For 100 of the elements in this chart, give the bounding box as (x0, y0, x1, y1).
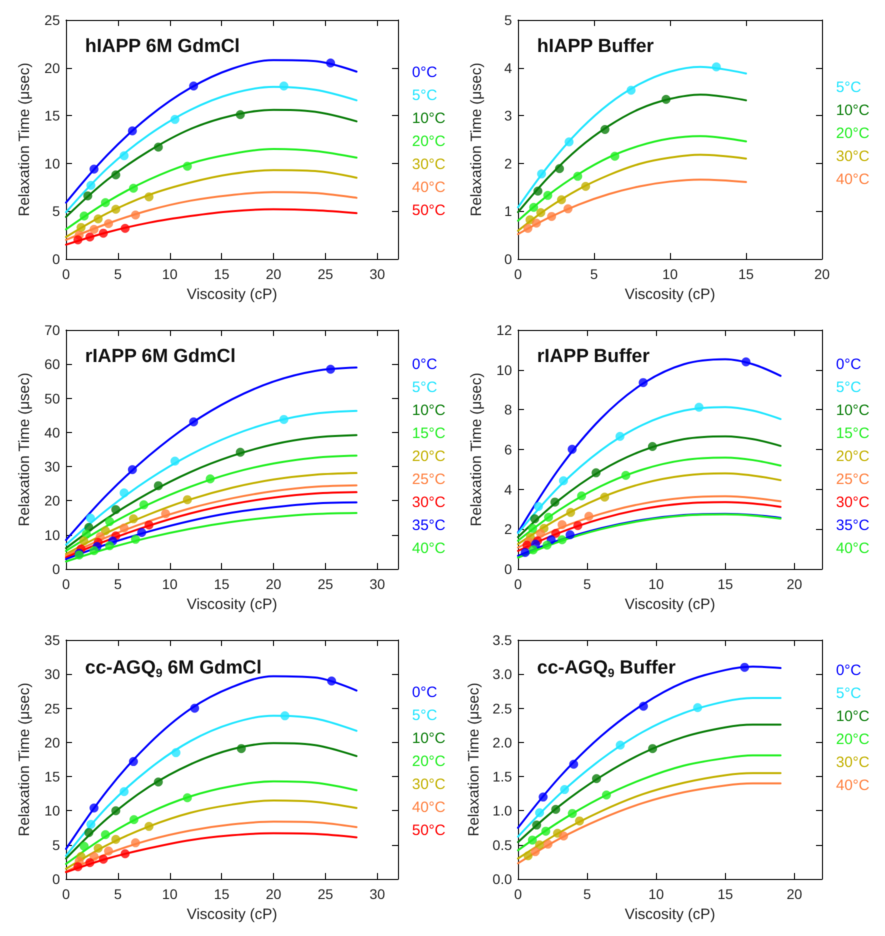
text: 40°C (836, 540, 870, 557)
x-tick-label: 0 (62, 266, 70, 282)
text: 20°C (412, 448, 446, 465)
y-tick-label: 10 (44, 155, 60, 172)
x-tick-label: 30 (369, 886, 386, 902)
x-axis-title: Viscosity (cP) (624, 596, 716, 613)
text: 0°C (412, 684, 438, 701)
y-tick-label: 5 (504, 12, 512, 28)
y-tick-label: 5 (52, 836, 60, 853)
text: 5°C (412, 87, 438, 104)
y-tick-label: 3 (504, 108, 512, 124)
y-tick-label: 10 (496, 362, 512, 378)
x-tick-label: 15 (214, 266, 230, 282)
x-tick-label: 5 (114, 266, 122, 282)
y-tick-label: 4 (504, 60, 512, 76)
y-tick-label: 0 (504, 251, 512, 267)
y-tick-label: 40 (44, 424, 60, 440)
x-tick-label: 5 (583, 886, 592, 902)
y-tick-label: 30 (44, 666, 60, 682)
text: 10°C (836, 102, 870, 119)
y-tick-label: 2.5 (492, 700, 512, 716)
text: 20°C (412, 133, 446, 150)
y-tick-label: 60 (44, 356, 60, 372)
y-axis-title: Relaxation Time (μsec) (16, 62, 33, 216)
y-tick-label: 12 (496, 322, 512, 338)
x-tick-label: 10 (648, 886, 664, 902)
text: 20°C (412, 753, 446, 770)
y-tick-label: 50 (44, 390, 60, 406)
y-tick-label: 20 (44, 60, 60, 76)
text: 40°C (836, 171, 870, 188)
text: 5°C (412, 707, 438, 724)
x-axis-title: Viscosity (cP) (186, 906, 278, 923)
x-tick-label: 0 (62, 576, 70, 592)
y-axis-title: Relaxation Time (μsec) (466, 682, 483, 836)
text: 20°C (836, 125, 870, 142)
y-tick-label: 3.0 (492, 666, 512, 682)
x-tick-label: 5 (583, 576, 592, 592)
x-tick-label: 10 (162, 886, 178, 902)
y-tick-label: 8 (504, 402, 512, 418)
y-tick-label: 1 (504, 203, 512, 220)
x-axis-title: Viscosity (cP) (186, 596, 278, 613)
x-tick-label: 25 (318, 576, 334, 592)
x-axis-title: Viscosity (cP) (624, 906, 716, 923)
y-axis-title: Relaxation Time (μsec) (468, 62, 485, 216)
y-tick-label: 2 (504, 155, 512, 172)
x-tick-label: 20 (786, 576, 802, 592)
text: 40°C (412, 540, 446, 557)
text: 15°C (836, 425, 870, 442)
y-tick-label: 0 (52, 561, 60, 577)
text: 30°C (836, 494, 870, 511)
x-tick-label: 25 (318, 886, 334, 902)
text: 10°C (836, 402, 870, 419)
x-tick-label: 20 (266, 576, 282, 592)
text: 0°C (412, 64, 438, 81)
x-tick-label: 15 (717, 886, 734, 902)
y-tick-label: 1.5 (492, 768, 512, 785)
y-tick-label: 10 (44, 526, 60, 543)
text: 20°C (836, 448, 870, 465)
y-tick-label: 0 (504, 561, 512, 577)
text: 25°C (412, 471, 446, 488)
text: hIAPP 6M GdmCl (85, 36, 240, 57)
y-tick-label: 35 (44, 632, 60, 648)
y-tick-label: 0 (52, 251, 60, 267)
text: 15°C (412, 425, 446, 442)
y-tick-label: 25 (44, 12, 60, 28)
x-tick-label: 10 (162, 576, 178, 592)
x-tick-label: 20 (266, 266, 282, 282)
text: 10°C (836, 708, 870, 725)
text: 50°C (412, 822, 446, 839)
text: 0°C (412, 356, 438, 373)
y-tick-label: 6 (504, 442, 512, 458)
text: 30°C (836, 148, 870, 165)
x-tick-label: 10 (648, 576, 664, 592)
x-tick-label: 0 (514, 266, 522, 282)
x-axis-title: Viscosity (cP) (186, 286, 278, 303)
y-tick-label: 20 (44, 492, 60, 509)
x-tick-label: 15 (717, 576, 734, 592)
y-tick-label: 15 (44, 768, 60, 785)
y-tick-label: 5 (52, 203, 60, 220)
y-tick-label: 0 (52, 871, 60, 887)
text: 5°C (412, 379, 438, 396)
text: 5°C (836, 379, 862, 396)
y-tick-label: 3.5 (492, 632, 512, 648)
x-tick-label: 10 (662, 266, 678, 282)
y-tick-label: 15 (44, 108, 60, 124)
text: 30°C (412, 494, 446, 511)
text: 10°C (412, 110, 446, 127)
text: 10°C (412, 402, 446, 419)
x-tick-label: 15 (214, 886, 230, 902)
x-tick-label: 0 (62, 886, 70, 902)
x-tick-label: 30 (369, 576, 386, 592)
y-tick-label: 30 (44, 458, 60, 475)
text: 30°C (412, 776, 446, 793)
text: rIAPP Buffer (537, 346, 650, 367)
text: 50°C (412, 202, 446, 219)
y-tick-label: 2 (504, 521, 512, 538)
x-tick-label: 25 (318, 266, 334, 282)
x-tick-label: 20 (786, 886, 802, 902)
y-axis-title: Relaxation Time (μsec) (16, 372, 33, 526)
text: rIAPP 6M GdmCl (85, 346, 236, 367)
